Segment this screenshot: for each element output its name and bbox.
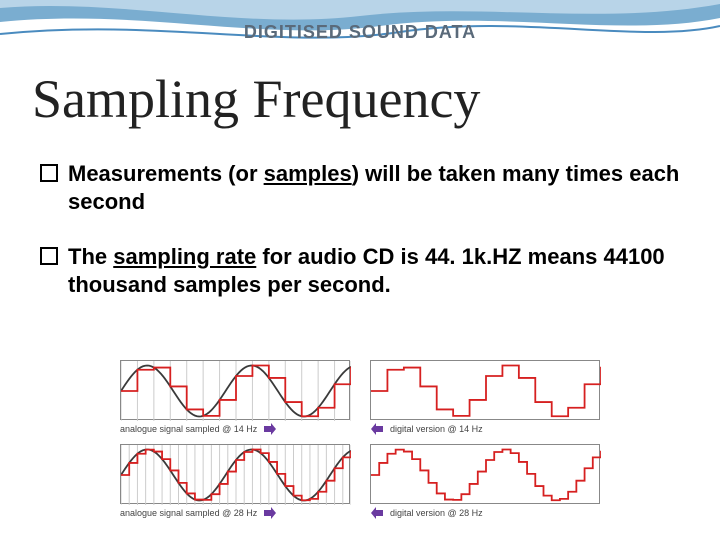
bullet-underline-text: samples	[264, 161, 352, 186]
chart-panel: digital version @ 28 Hz	[370, 444, 600, 520]
chart-label-row: digital version @ 14 Hz	[370, 422, 600, 436]
arrow-right-icon	[263, 506, 277, 520]
chart-panel: analogue signal sampled @ 14 Hz	[120, 360, 350, 436]
bullet-item: The sampling rate for audio CD is 44. 1k…	[40, 243, 680, 298]
chart-label: digital version @ 28 Hz	[390, 508, 483, 518]
arrow-left-icon	[370, 506, 384, 520]
chart-grid: analogue signal sampled @ 14 Hz digital v…	[120, 360, 600, 520]
bullet-list: Measurements (or samples) will be taken …	[40, 160, 680, 326]
bullet-text: The	[68, 244, 113, 269]
digital-plot	[370, 444, 600, 504]
chart-label: analogue signal sampled @ 14 Hz	[120, 424, 257, 434]
chart-label-row: analogue signal sampled @ 14 Hz	[120, 422, 350, 436]
chart-label: analogue signal sampled @ 28 Hz	[120, 508, 257, 518]
arrow-left-icon	[370, 422, 384, 436]
chart-label: digital version @ 14 Hz	[390, 424, 483, 434]
bullet-item: Measurements (or samples) will be taken …	[40, 160, 680, 215]
chart-panel: analogue signal sampled @ 28 Hz	[120, 444, 350, 520]
digital-plot	[370, 360, 600, 420]
analogue-sample-plot	[120, 360, 350, 420]
chart-label-row: digital version @ 28 Hz	[370, 506, 600, 520]
header-label: DIGITISED SOUND DATA	[244, 22, 476, 43]
bullet-underline-text: sampling rate	[113, 244, 256, 269]
chart-panel: digital version @ 14 Hz	[370, 360, 600, 436]
page-title: Sampling Frequency	[32, 68, 480, 130]
bullet-text: Measurements (or	[68, 161, 264, 186]
arrow-right-icon	[263, 422, 277, 436]
analogue-sample-plot	[120, 444, 350, 504]
chart-label-row: analogue signal sampled @ 28 Hz	[120, 506, 350, 520]
